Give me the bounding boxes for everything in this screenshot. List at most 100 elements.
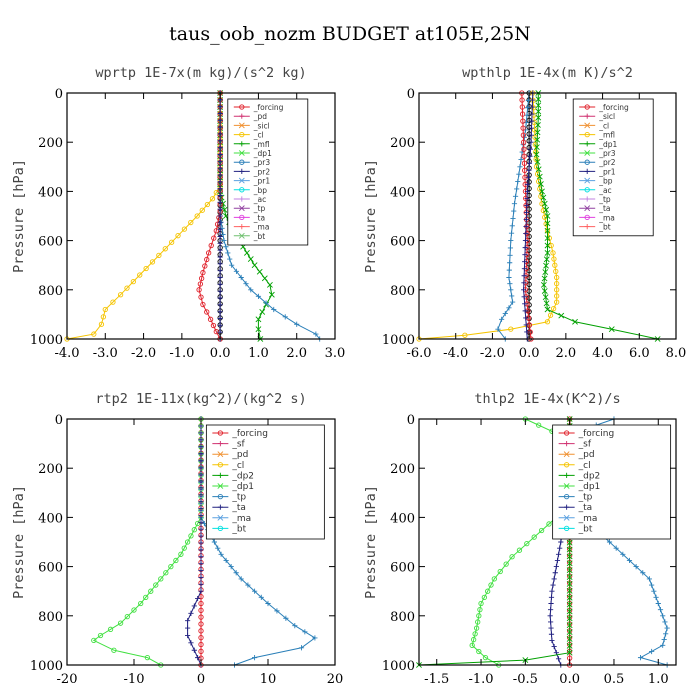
legend-item: _bt: [212, 524, 247, 534]
data-point: [523, 322, 529, 328]
data-point: [217, 213, 223, 219]
legend-marker: [217, 451, 224, 458]
data-point: [485, 588, 491, 594]
legend-item: _tp: [233, 204, 266, 213]
legend-marker: [238, 205, 245, 212]
legend-item: _pr3: [233, 158, 270, 167]
legend-item: _ta: [558, 503, 593, 513]
data-point: [521, 160, 528, 166]
data-point: [251, 262, 258, 269]
data-point: [534, 158, 541, 165]
legend-marker: [239, 187, 245, 193]
data-point: [478, 600, 484, 607]
x-tick-label: -4.0: [443, 346, 468, 361]
x-tick-label: -2.0: [131, 346, 156, 361]
data-point: [542, 294, 549, 301]
data-point: [511, 208, 517, 214]
data-point: [522, 301, 528, 307]
legend-item: _forcing: [233, 103, 284, 112]
legend-item: _ac: [233, 195, 266, 204]
data-point: [524, 329, 530, 335]
data-point: [481, 594, 488, 600]
data-point: [566, 539, 573, 546]
data-point: [543, 262, 549, 269]
legend: _forcing_pd_sicl_cl_mfl_dp1_pr3_pr2_pr1_…: [227, 98, 309, 246]
data-point: [217, 220, 223, 226]
data-point: [195, 655, 201, 661]
legend-item: _forcing: [579, 103, 629, 112]
legend-marker: [238, 177, 245, 184]
data-point: [198, 581, 204, 587]
data-point: [566, 567, 573, 574]
data-point: [198, 505, 204, 512]
data-point: [153, 582, 159, 588]
data-point: [508, 230, 515, 236]
x-tick-label: -6.0: [406, 346, 431, 361]
data-point: [553, 268, 559, 274]
data-point: [198, 478, 204, 484]
legend-item: _ta: [212, 503, 246, 513]
legend-label: _pr3: [598, 149, 616, 158]
data-point: [523, 315, 529, 321]
data-point: [528, 125, 535, 131]
data-point: [509, 554, 515, 560]
x-tick-label: -4.0: [54, 346, 79, 361]
y-tick-label: 200: [390, 462, 415, 477]
legend-item: _bt: [233, 232, 265, 241]
data-point: [520, 132, 527, 138]
legend-item: _tp: [212, 493, 246, 503]
legend-marker: [584, 205, 591, 212]
legend-marker: [563, 493, 570, 500]
legend-item: _pr2: [233, 167, 270, 176]
data-point: [473, 625, 480, 631]
legend-label: _tp: [253, 204, 266, 213]
legend-label: _bt: [598, 223, 611, 232]
data-point: [117, 620, 124, 626]
legend-marker: [238, 122, 245, 129]
data-point: [502, 310, 508, 317]
legend-label: _mfl: [598, 131, 615, 140]
data-point: [537, 181, 544, 187]
legend-label: _pr1: [598, 167, 616, 176]
data-point: [198, 554, 204, 560]
legend-marker: [239, 131, 245, 138]
data-point: [482, 654, 489, 661]
legend-item: _bp: [579, 177, 613, 186]
data-point: [195, 595, 201, 602]
data-point: [546, 521, 552, 527]
legend-marker: [584, 159, 590, 165]
data-point: [143, 594, 149, 600]
data-point: [206, 250, 212, 256]
data-point: [535, 102, 542, 109]
legend-item: _pr2: [579, 158, 616, 167]
legend-label: _pd: [253, 112, 268, 121]
y-tick-label: 0: [55, 87, 63, 102]
data-point: [265, 600, 271, 607]
legend-label: _pr1: [253, 177, 271, 186]
data-point: [252, 588, 258, 594]
data-point: [566, 594, 573, 601]
legend-label: _ma: [578, 514, 598, 524]
legend-label: _pr2: [598, 158, 616, 167]
data-point: [244, 249, 250, 256]
data-point: [566, 636, 573, 642]
data-point: [217, 104, 223, 110]
data-point: [255, 326, 262, 333]
data-point: [499, 316, 505, 322]
x-tick-label: 8.0: [666, 346, 687, 361]
data-point: [526, 145, 532, 151]
data-point: [514, 186, 520, 192]
data-point: [566, 629, 573, 635]
data-point: [646, 576, 653, 582]
legend-label: _ta: [578, 503, 593, 513]
y-tick-label: 800: [390, 284, 415, 299]
data-point: [217, 172, 223, 178]
legend: _forcing_sf_pd_cl_dp2_dp1_tp_ta_ma_bt: [205, 424, 325, 540]
legend-marker: [564, 472, 570, 478]
data-point: [137, 272, 143, 278]
legend: _forcing_sicl_cl_mfl_dp1_pr3_pr2_pr1_bp_…: [572, 98, 654, 237]
legend-marker: [563, 525, 570, 532]
x-tick-label: 2.0: [286, 346, 307, 361]
data-point: [548, 600, 554, 607]
data-point: [225, 250, 231, 256]
